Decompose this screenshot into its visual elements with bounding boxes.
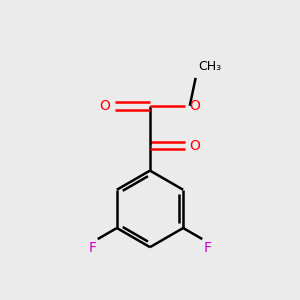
Text: F: F <box>88 241 96 254</box>
Text: F: F <box>204 241 212 254</box>
Text: O: O <box>190 99 201 113</box>
Text: O: O <box>190 139 201 153</box>
Text: CH₃: CH₃ <box>199 60 222 74</box>
Text: O: O <box>99 99 110 113</box>
